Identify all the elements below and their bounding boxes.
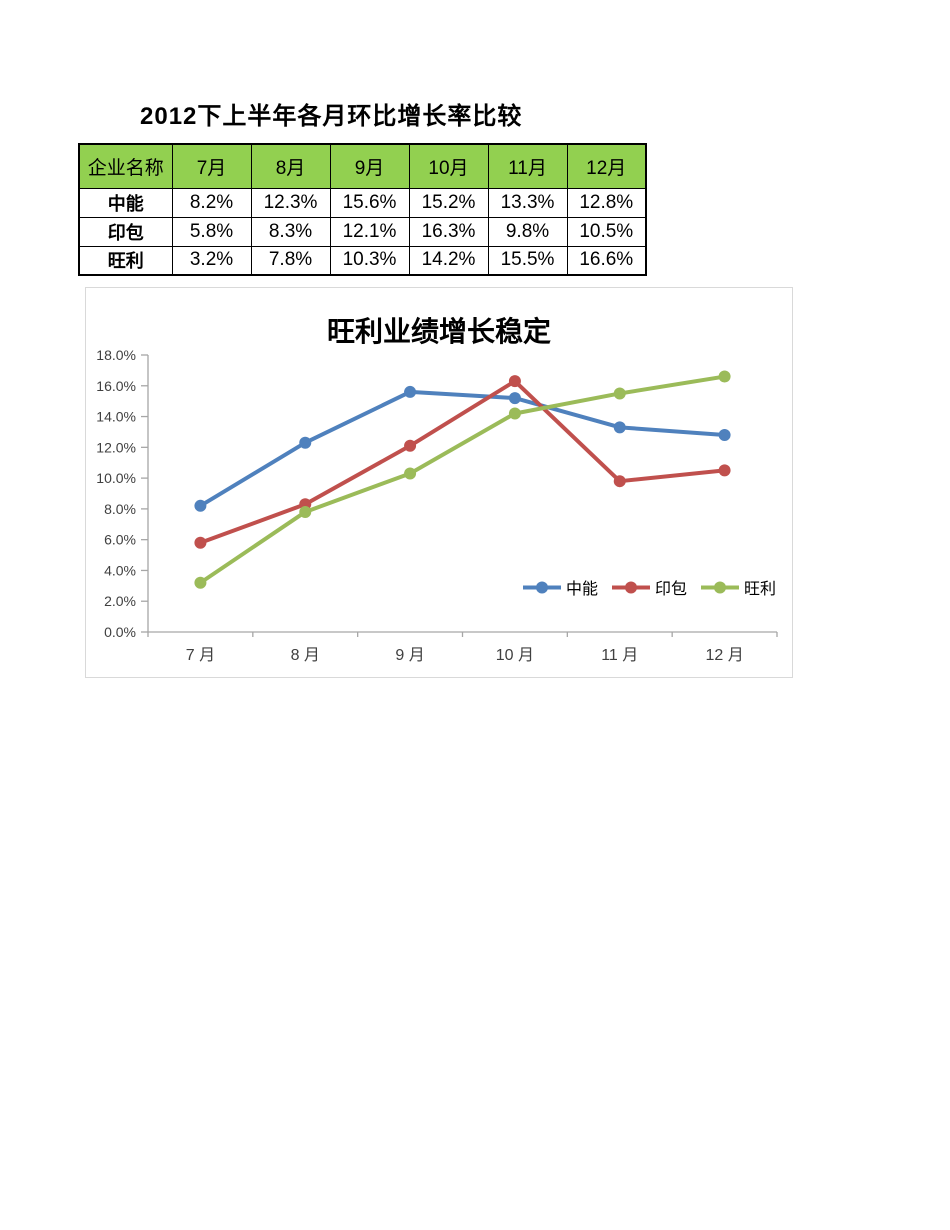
header-cell-nov: 11月 — [487, 143, 568, 189]
y-tick-label: 18.0% — [96, 347, 136, 363]
x-tick-label: 7 月 — [186, 647, 215, 664]
data-point-0-2 — [404, 385, 417, 398]
data-point-2-5 — [718, 370, 731, 383]
data-cell: 8.3% — [250, 216, 331, 247]
data-point-0-4 — [613, 421, 626, 434]
header-cell-company: 企业名称 — [78, 143, 173, 189]
data-cell: 9.8% — [487, 216, 568, 247]
data-point-2-2 — [404, 467, 417, 480]
data-point-2-1 — [299, 505, 312, 518]
data-point-0-3 — [508, 392, 521, 405]
x-tick-label: 8 月 — [291, 647, 320, 664]
y-tick-label: 0.0% — [104, 624, 136, 640]
x-tick-label: 9 月 — [395, 647, 424, 664]
header-cell-dec: 12月 — [566, 143, 647, 189]
legend-item-1: 印包 — [611, 575, 687, 599]
legend-marker-icon — [700, 581, 739, 593]
x-tick-label: 11 月 — [601, 647, 638, 664]
y-tick-label: 12.0% — [96, 439, 136, 455]
legend-label: 中能 — [565, 581, 598, 598]
data-cell: 16.3% — [408, 216, 489, 247]
row-label: 中能 — [78, 187, 173, 218]
series-line-0 — [198, 389, 727, 508]
data-cell: 7.8% — [250, 245, 331, 276]
data-cell: 15.5% — [487, 245, 568, 276]
data-point-0-1 — [299, 436, 312, 449]
data-cell: 16.6% — [566, 245, 647, 276]
data-point-1-0 — [194, 536, 207, 549]
data-point-1-2 — [404, 439, 417, 452]
y-tick-label: 10.0% — [96, 470, 136, 486]
data-cell: 15.2% — [408, 187, 489, 218]
y-tick-label: 6.0% — [104, 532, 136, 548]
chart-legend: 中能 印包 旺利 — [522, 575, 776, 599]
data-cell: 5.8% — [171, 216, 252, 247]
series-line-2 — [198, 374, 727, 585]
data-point-2-0 — [194, 576, 207, 589]
data-cell: 10.3% — [329, 245, 410, 276]
header-cell-oct: 10月 — [408, 143, 489, 189]
page-title: 2012下上半年各月环比增长率比较 — [140, 103, 523, 130]
table-row: 印包 5.8% 8.3% 12.1% 16.3% 9.8% 10.5% — [78, 216, 647, 247]
data-cell: 13.3% — [487, 187, 568, 218]
y-tick-label: 8.0% — [104, 501, 136, 517]
data-point-2-4 — [613, 387, 626, 400]
x-tick-label: 12 月 — [705, 647, 743, 664]
legend-marker-icon — [522, 581, 561, 593]
header-cell-jul: 7月 — [171, 143, 252, 189]
chart-title: 旺利业绩增长稳定 — [326, 316, 551, 347]
data-point-1-3 — [508, 375, 521, 388]
data-cell: 12.3% — [250, 187, 331, 218]
data-point-1-4 — [613, 475, 626, 488]
line-chart: 0.0% 2.0% 4.0% 6.0% 8.0% 10.0% 12.0% 14.0% 16.0%… — [96, 347, 778, 664]
legend-label: 旺利 — [743, 581, 776, 598]
data-cell: 10.5% — [566, 216, 647, 247]
legend-label: 印包 — [654, 581, 687, 598]
legend-item-0: 中能 — [522, 575, 598, 599]
y-tick-label: 4.0% — [104, 562, 136, 578]
header-cell-aug: 8月 — [250, 143, 331, 189]
data-cell: 12.8% — [566, 187, 647, 218]
data-cell: 12.1% — [329, 216, 410, 247]
x-tick-label: 10 月 — [496, 647, 534, 664]
y-tick-label: 14.0% — [96, 409, 136, 425]
data-point-0-5 — [718, 429, 731, 442]
row-label: 印包 — [78, 216, 173, 247]
data-cell: 15.6% — [329, 187, 410, 218]
row-label: 旺利 — [78, 245, 173, 276]
legend-marker-icon — [611, 581, 650, 593]
data-point-0-0 — [194, 499, 207, 512]
data-table: 企业名称 7月 8月 9月 10月 11月 12月 中能 8.2% 12.3% … — [78, 143, 647, 276]
y-tick-label: 16.0% — [96, 378, 136, 394]
data-cell: 8.2% — [171, 187, 252, 218]
data-point-1-5 — [718, 464, 731, 477]
series-line-1 — [198, 379, 727, 545]
y-tick-label: 2.0% — [104, 593, 136, 609]
legend-item-2: 旺利 — [700, 575, 776, 599]
table-row: 中能 8.2% 12.3% 15.6% 15.2% 13.3% 12.8% — [78, 187, 647, 218]
data-cell: 3.2% — [171, 245, 252, 276]
chart-container: 旺利业绩增长稳定 0.0% 2.0% 4.0% 6.0% 8.0% 10.0% 12.0% 1… — [85, 287, 793, 678]
table-header-row: 企业名称 7月 8月 9月 10月 11月 12月 — [78, 143, 647, 189]
header-cell-sep: 9月 — [329, 143, 410, 189]
table-row: 旺利 3.2% 7.8% 10.3% 14.2% 15.5% 16.6% — [78, 245, 647, 276]
data-point-2-3 — [508, 407, 521, 420]
data-cell: 14.2% — [408, 245, 489, 276]
